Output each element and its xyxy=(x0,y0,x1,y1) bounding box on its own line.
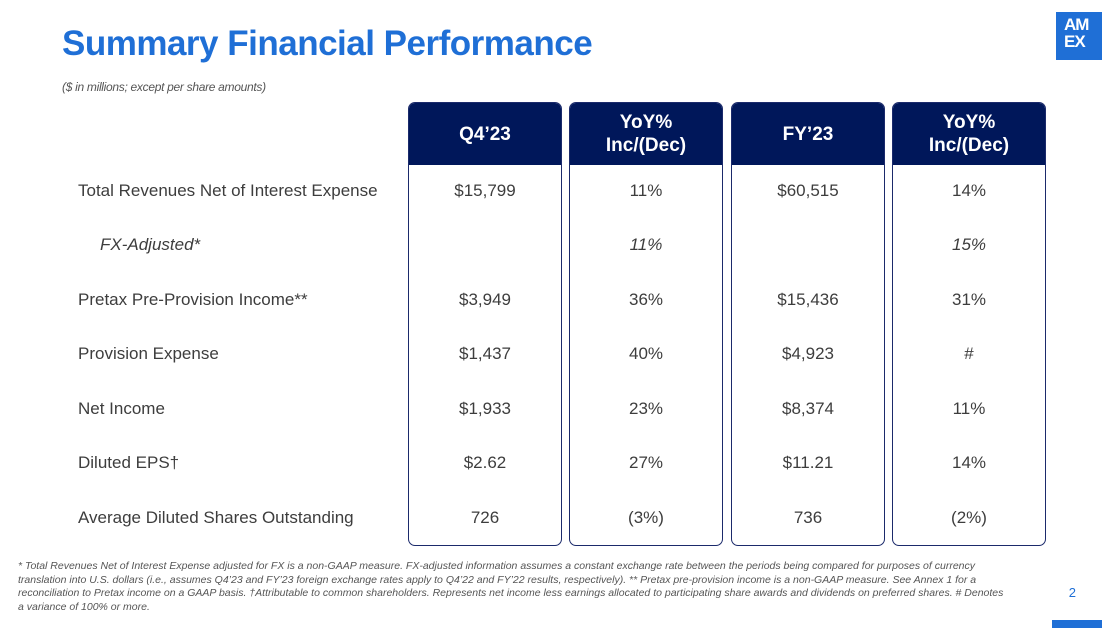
table-cell: # xyxy=(964,344,974,363)
column-header-text: YoY% xyxy=(942,112,996,133)
column-header-text: Q4’23 xyxy=(459,123,511,145)
table-cell: $1,933 xyxy=(459,399,511,418)
table-cell: (3%) xyxy=(628,508,664,527)
amex-logo: AM EX xyxy=(1056,12,1102,60)
table-cell: 11% xyxy=(629,235,663,254)
table-cell: $1,437 xyxy=(459,344,511,363)
table-cell: 736 xyxy=(793,508,823,527)
column-header-fy-yoy: YoY% Inc/(Dec) xyxy=(893,103,1045,165)
table-cell: $60,515 xyxy=(777,181,839,200)
table-cell: $15,799 xyxy=(454,181,516,200)
row-label-net-income: Net Income xyxy=(78,399,165,418)
row-label-fx-adjusted: FX-Adjusted* xyxy=(100,235,201,254)
page-number: 2 xyxy=(1068,585,1076,600)
row-label-diluted-eps: Diluted EPS† xyxy=(78,453,180,472)
column-header-subtext: Inc/(Dec) xyxy=(928,135,1010,156)
table-cell: 14% xyxy=(951,453,987,472)
row-label-total-revenues: Total Revenues Net of Interest Expense xyxy=(78,181,378,200)
column-header-q4-yoy: YoY% Inc/(Dec) xyxy=(570,103,722,165)
table-cell: 40% xyxy=(628,344,664,363)
logo-line-2: EX xyxy=(1064,32,1086,51)
table-cell: 27% xyxy=(628,453,664,472)
column-q4-yoy: YoY% Inc/(Dec) xyxy=(569,102,723,546)
table-cell: 11% xyxy=(952,399,986,418)
table-cell: $3,949 xyxy=(459,290,511,309)
column-q4-23: Q4’23 xyxy=(408,102,562,546)
table-cell: 23% xyxy=(628,399,664,418)
column-header-fy-23: FY’23 xyxy=(732,103,884,165)
table-cell: 15% xyxy=(951,235,987,254)
page-title: Summary Financial Performance xyxy=(62,24,593,63)
footnote: * Total Revenues Net of Interest Expense… xyxy=(18,560,1004,613)
table-cell: $8,374 xyxy=(782,399,834,418)
table-cell: 726 xyxy=(470,508,500,527)
table-cell: $4,923 xyxy=(782,344,834,363)
column-header-text: FY’23 xyxy=(782,123,834,145)
column-fy-yoy: YoY% Inc/(Dec) xyxy=(892,102,1046,546)
table-cell: $2.62 xyxy=(463,453,507,472)
column-header-subtext: Inc/(Dec) xyxy=(605,135,687,156)
table-cell: 36% xyxy=(628,290,664,309)
logo-line-1: AM xyxy=(1064,15,1089,34)
row-label-avg-diluted-shares: Average Diluted Shares Outstanding xyxy=(78,508,354,527)
row-label-pretax-pre-provision: Pretax Pre-Provision Income** xyxy=(78,290,308,309)
table-cell: 31% xyxy=(951,290,987,309)
column-header-text: YoY% xyxy=(619,112,673,133)
bottom-accent-bar xyxy=(1052,620,1102,628)
table-cell: 11% xyxy=(629,181,663,200)
row-label-provision-expense: Provision Expense xyxy=(78,344,219,363)
page-subtitle: ($ in millions; except per share amounts… xyxy=(62,80,266,94)
table-cell: 14% xyxy=(951,181,987,200)
table-cell: $15,436 xyxy=(777,290,839,309)
column-header-q4-23: Q4’23 xyxy=(409,103,561,165)
column-fy-23: FY’23 xyxy=(731,102,885,546)
table-cell: (2%) xyxy=(951,508,987,527)
table-cell: $11.21 xyxy=(782,453,834,472)
